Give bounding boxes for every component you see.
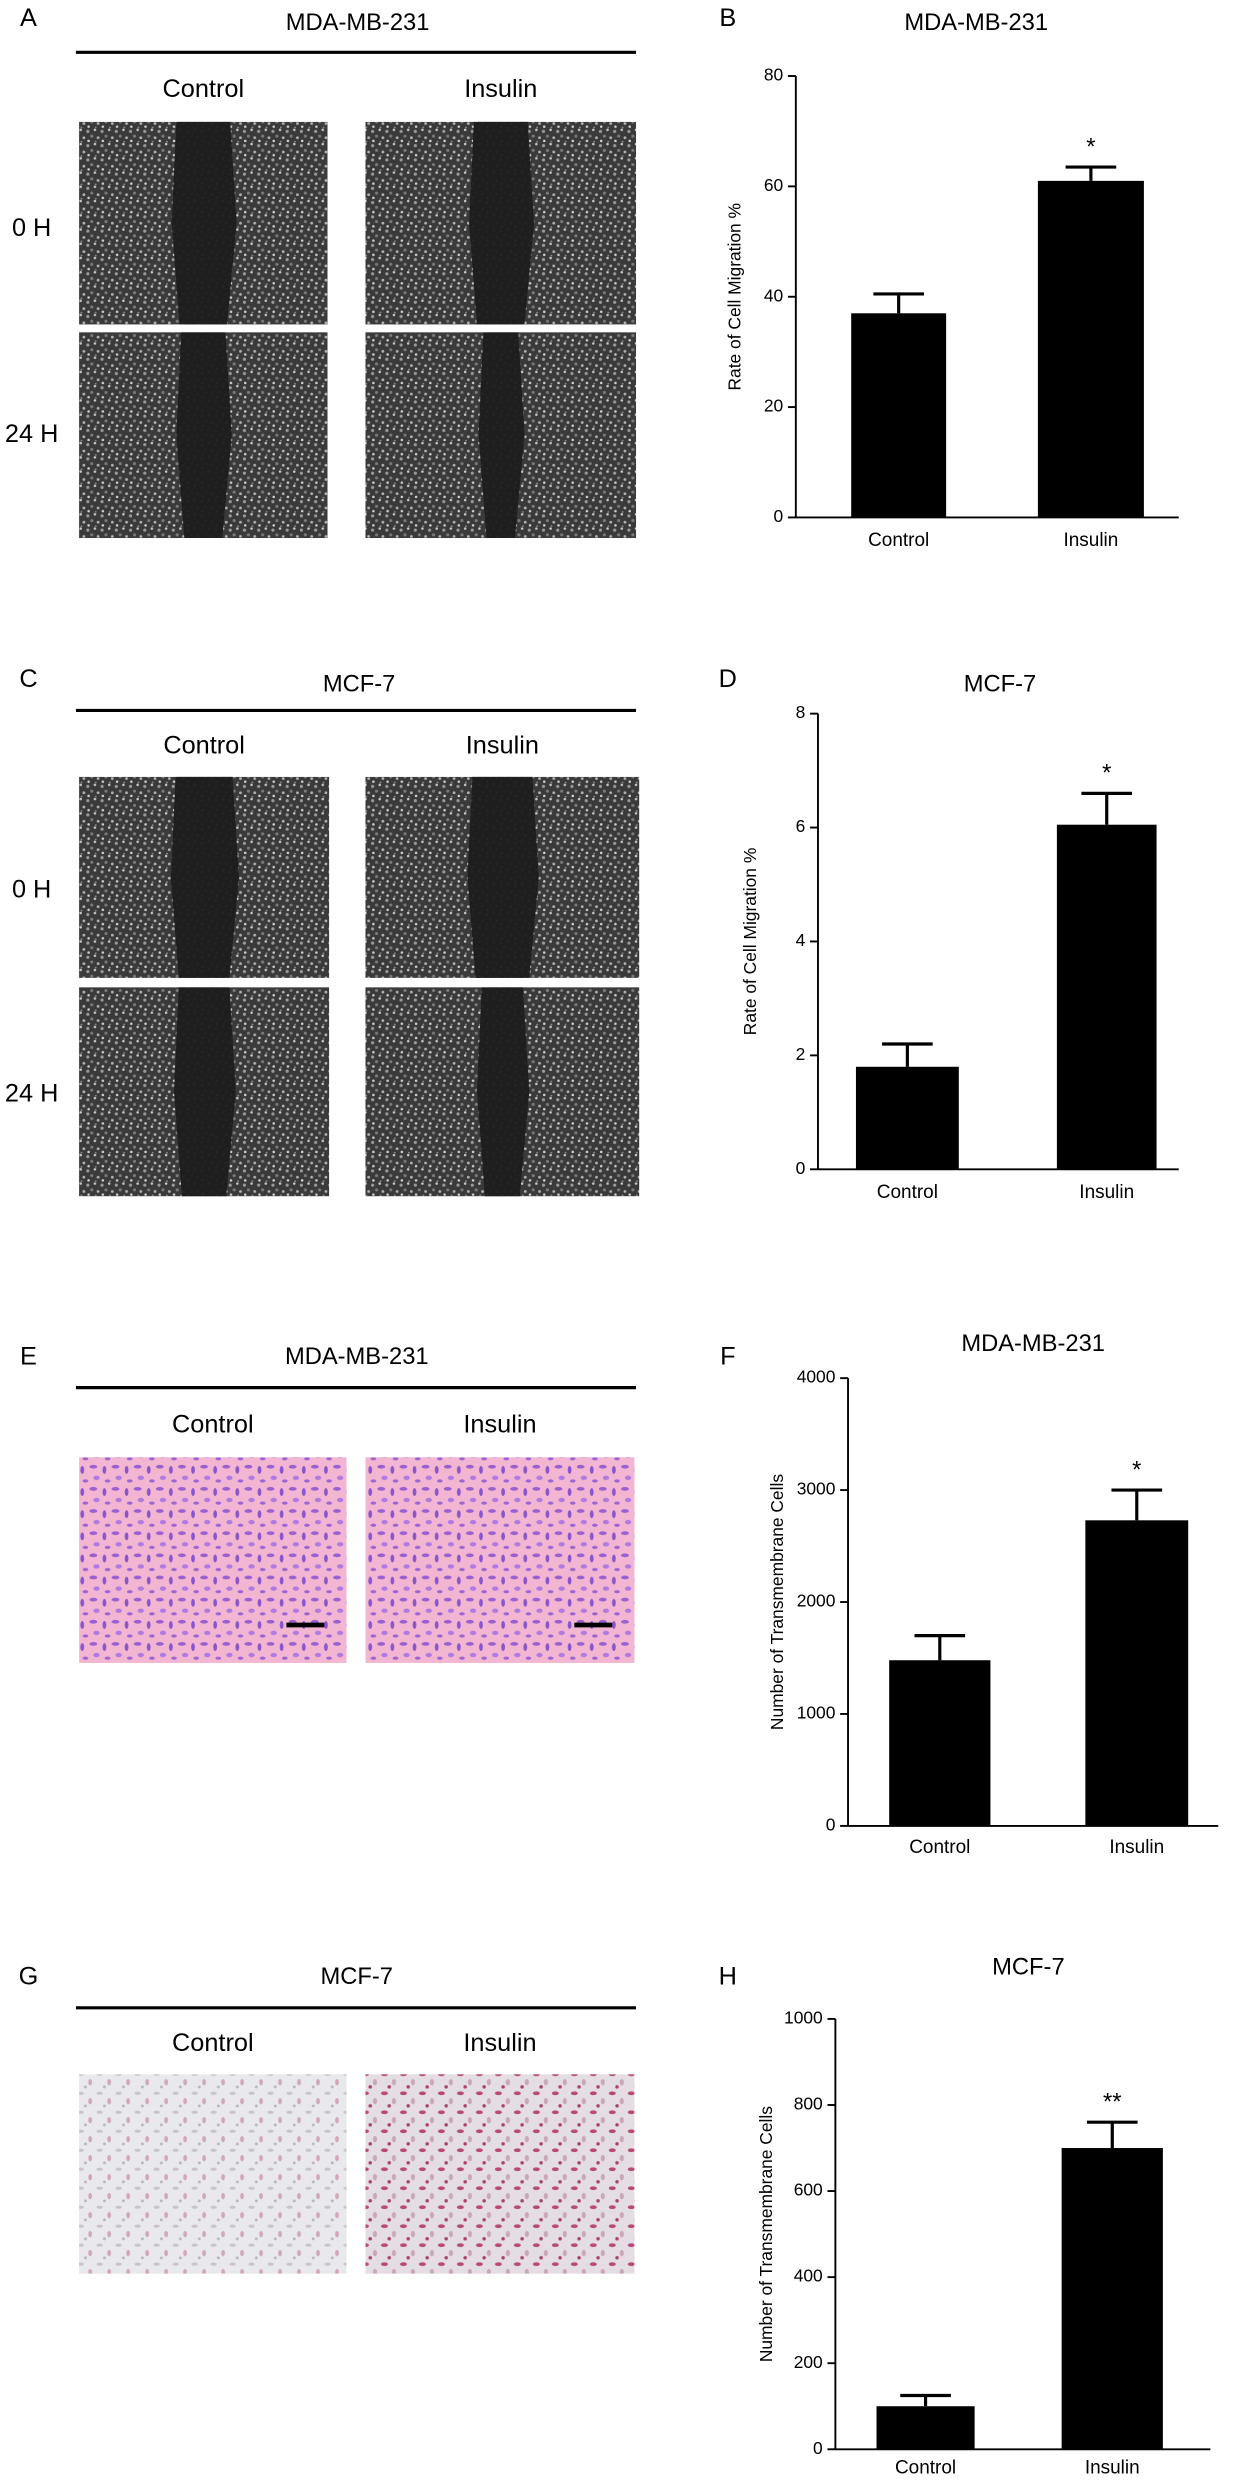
chart-title: MCF-7 xyxy=(964,671,1036,697)
row-label: 24 H xyxy=(5,1080,58,1108)
chart-title: MDA-MB-231 xyxy=(961,1331,1105,1357)
y-tick-label: 3000 xyxy=(797,1479,836,1499)
y-tick-label: 6 xyxy=(796,816,806,836)
y-tick-label: 1000 xyxy=(784,2008,823,2028)
significance-annotation: * xyxy=(1132,1457,1141,1483)
y-tick-label: 0 xyxy=(796,1158,806,1178)
panel-label: E xyxy=(20,1342,37,1370)
x-tick-label: Control xyxy=(895,2457,956,2478)
significance-annotation: * xyxy=(1102,761,1111,787)
bar xyxy=(1085,1520,1189,1826)
bar xyxy=(889,1660,991,1826)
y-tick-label: 4 xyxy=(796,930,806,950)
panel-label: H xyxy=(719,1962,737,1990)
panel-title: MCF-7 xyxy=(323,671,395,697)
panel-title: MDA-MB-231 xyxy=(285,1344,429,1370)
y-tick-label: 80 xyxy=(764,65,783,85)
y-axis-label: Rate of Cell Migration % xyxy=(724,203,744,391)
chart-title: MCF-7 xyxy=(992,1955,1064,1981)
y-tick-label: 8 xyxy=(796,702,806,722)
column-label: Control xyxy=(172,2029,254,2057)
y-tick-label: 0 xyxy=(774,506,784,526)
column-label: Control xyxy=(163,75,245,103)
y-tick-label: 600 xyxy=(794,2180,823,2200)
y-tick-label: 20 xyxy=(764,396,783,416)
significance-annotation: * xyxy=(1086,134,1095,160)
row-label: 0 H xyxy=(12,214,51,242)
micrograph xyxy=(79,1457,347,1663)
scratch-gap xyxy=(477,987,530,1197)
x-tick-label: Control xyxy=(909,1837,970,1858)
bar xyxy=(851,313,947,518)
significance-annotation: ** xyxy=(1103,2089,1121,2115)
micrograph xyxy=(79,2074,347,2274)
y-tick-label: 400 xyxy=(794,2266,823,2286)
x-tick-label: Insulin xyxy=(1109,1837,1164,1858)
micrograph xyxy=(365,1457,635,1663)
row-label: 24 H xyxy=(5,420,58,448)
scratch-gap xyxy=(469,121,534,325)
bar xyxy=(1061,2148,1163,2450)
x-tick-label: Control xyxy=(868,530,929,551)
y-tick-label: 1000 xyxy=(797,1703,836,1723)
y-tick-label: 40 xyxy=(764,285,783,305)
column-label: Insulin xyxy=(463,2029,536,2057)
panel-label: F xyxy=(720,1342,735,1370)
y-axis-label: Rate of Cell Migration % xyxy=(740,848,760,1036)
scratch-gap xyxy=(478,332,525,539)
y-tick-label: 200 xyxy=(794,2352,823,2372)
row-label: 0 H xyxy=(12,876,51,904)
column-label: Insulin xyxy=(464,75,537,103)
panel-title: MCF-7 xyxy=(321,1964,393,1990)
bar xyxy=(1056,824,1157,1170)
bar xyxy=(876,2406,975,2450)
scratch-gap xyxy=(170,776,239,978)
panel-label: C xyxy=(19,665,37,693)
x-tick-label: Insulin xyxy=(1063,530,1118,551)
scratch-gap xyxy=(176,332,232,539)
scratch-gap xyxy=(467,776,539,978)
panel-label: B xyxy=(719,4,736,32)
y-tick-label: 2 xyxy=(796,1044,806,1064)
x-tick-label: Insulin xyxy=(1085,2457,1140,2478)
column-label: Control xyxy=(163,732,245,760)
y-tick-label: 0 xyxy=(826,1814,836,1834)
scratch-gap xyxy=(171,121,237,325)
column-label: Control xyxy=(172,1410,254,1438)
bar xyxy=(855,1066,959,1170)
scratch-gap xyxy=(174,987,236,1197)
panel-label: G xyxy=(19,1962,39,1990)
micrograph xyxy=(365,2074,635,2274)
bar xyxy=(1037,180,1144,518)
x-tick-label: Insulin xyxy=(1079,1182,1134,1203)
column-label: Insulin xyxy=(463,1410,536,1438)
y-tick-label: 4000 xyxy=(797,1367,836,1387)
y-axis-label: Number of Transmembrane Cells xyxy=(767,1474,787,1730)
panel-label: D xyxy=(719,665,737,693)
y-tick-label: 0 xyxy=(813,2438,823,2458)
panel-label: A xyxy=(20,4,37,32)
y-tick-label: 2000 xyxy=(797,1591,836,1611)
chart-title: MDA-MB-231 xyxy=(904,10,1048,36)
y-tick-label: 800 xyxy=(794,2094,823,2114)
y-tick-label: 60 xyxy=(764,175,783,195)
x-tick-label: Control xyxy=(877,1182,938,1203)
y-axis-label: Number of Transmembrane Cells xyxy=(756,2106,776,2362)
panel-title: MDA-MB-231 xyxy=(286,10,430,36)
column-label: Insulin xyxy=(466,732,539,760)
